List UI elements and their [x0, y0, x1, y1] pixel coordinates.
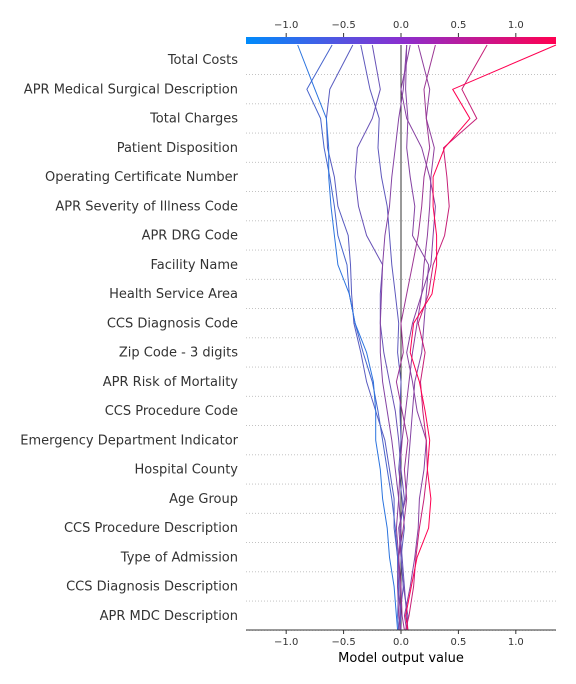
feature-label: Patient Disposition [117, 141, 238, 156]
decision-path [400, 44, 436, 631]
top-tick-label: 0.5 [450, 20, 466, 31]
feature-label: CCS Procedure Code [105, 404, 238, 419]
feature-label: Emergency Department Indicator [20, 433, 238, 448]
feature-label: Total Charges [149, 112, 238, 127]
feature-label: Hospital County [135, 463, 239, 478]
x-axis-label: Model output value [338, 651, 464, 666]
feature-label: APR Medical Surgical Description [24, 82, 238, 97]
decision-path [297, 44, 399, 631]
decision-path [395, 44, 435, 631]
x-axis: −1.0 −1.0 −0.5 −0.5 0.0 0.0 0.5 0.5 1.0 1.0 [246, 20, 556, 648]
feature-label: Facility Name [150, 258, 238, 273]
x-tick-label: 0.5 [450, 637, 466, 648]
feature-label: CCS Diagnosis Code [107, 316, 238, 331]
feature-label: Total Costs [167, 53, 238, 68]
decision-path [306, 44, 400, 631]
decision-path [405, 44, 557, 631]
feature-label: APR DRG Code [142, 229, 238, 244]
x-tick-label: 0.0 [393, 637, 409, 648]
decision-path [354, 44, 409, 631]
decision-path [379, 44, 408, 631]
feature-label: Health Service Area [109, 287, 238, 302]
top-tick-label: 0.0 [393, 20, 409, 31]
colorbar-gradient [246, 37, 556, 44]
top-tick-label: 1.0 [508, 20, 524, 31]
decision-path [360, 44, 405, 631]
feature-label: Operating Certificate Number [45, 170, 239, 185]
x-tick-label: 1.0 [508, 637, 524, 648]
feature-label: APR Risk of Mortality [103, 375, 239, 390]
decision-path [395, 44, 436, 631]
x-tick-label: −0.5 [331, 637, 355, 648]
x-tick-label: −1.0 [274, 637, 298, 648]
feature-label: Zip Code - 3 digits [119, 346, 238, 361]
top-tick-label: −0.5 [331, 20, 355, 31]
feature-label: Type of Admission [120, 550, 238, 565]
feature-label: APR MDC Description [100, 609, 238, 624]
feature-label: CCS Procedure Description [64, 521, 238, 536]
feature-label: APR Severity of Illness Code [55, 199, 238, 214]
decision-paths [297, 44, 557, 631]
decision-path [405, 44, 488, 631]
top-tick-label: −1.0 [274, 20, 298, 31]
feature-label: Age Group [169, 492, 238, 507]
feature-label: CCS Diagnosis Description [66, 580, 238, 595]
feature-labels: Total Costs APR Medical Surgical Descript… [20, 53, 238, 624]
colorbar [246, 37, 556, 44]
